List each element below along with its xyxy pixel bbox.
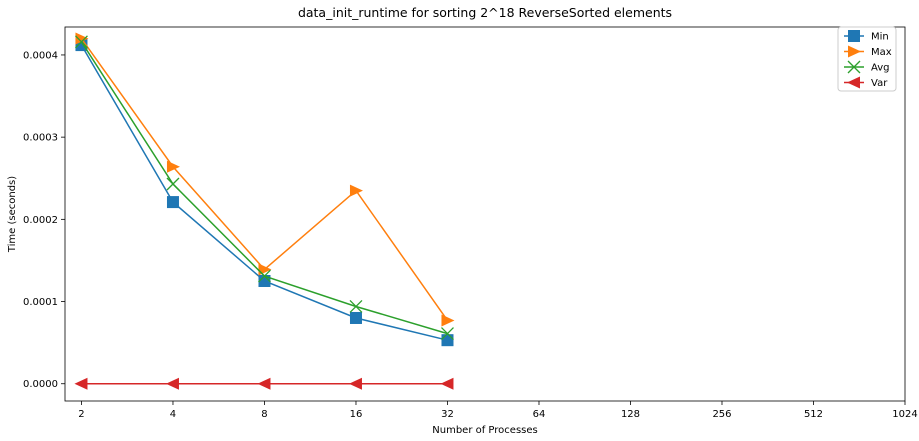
- data-point: [75, 35, 88, 49]
- x-tick-label: 64: [533, 409, 546, 420]
- data-point: [440, 377, 454, 390]
- legend-marker: [848, 45, 861, 58]
- data-point: [258, 274, 271, 287]
- x-tick-label: 512: [804, 409, 823, 420]
- x-axis-label: Number of Processes: [432, 425, 537, 436]
- y-axis-label: Time (seconds): [7, 176, 18, 253]
- series-max: [75, 32, 455, 327]
- data-point: [166, 160, 180, 173]
- chart-title: data_init_runtime for sorting 2^18 Rever…: [298, 5, 672, 20]
- series-var: [74, 377, 454, 390]
- data-point: [348, 377, 362, 390]
- legend-label: Max: [871, 47, 892, 58]
- legend-box: [837, 26, 897, 92]
- data-point: [257, 377, 271, 390]
- data-point: [258, 269, 271, 283]
- data-point: [441, 327, 454, 341]
- data-point: [75, 32, 89, 45]
- data-point: [165, 377, 179, 390]
- legend-label: Avg: [871, 63, 890, 74]
- series-min: [75, 39, 454, 347]
- y-tick-label: 0.0004: [23, 50, 58, 61]
- x-tick-label: 16: [350, 409, 363, 420]
- y-tick-label: 0.0000: [23, 379, 58, 390]
- series-line: [80, 44, 448, 341]
- x-tick-label: 128: [621, 409, 640, 420]
- series-avg: [75, 35, 454, 341]
- x-tick-label: 4: [170, 409, 176, 420]
- legend-marker: [847, 60, 861, 74]
- data-point: [349, 184, 363, 197]
- legend-item-max: Max: [844, 45, 892, 58]
- series-layer: [74, 32, 455, 390]
- legend: Min Max Avg Var: [837, 26, 897, 92]
- x-tick-label: 2: [78, 409, 84, 420]
- data-point: [166, 196, 179, 209]
- legend-marker: [848, 30, 860, 42]
- data-point: [349, 311, 362, 324]
- x-axis: 2 4 8 16 32 64 128 256 512 1024: [78, 401, 918, 420]
- y-tick-label: 0.0002: [23, 215, 58, 226]
- x-tick-label: 32: [441, 409, 454, 420]
- legend-item-min: Min: [844, 30, 889, 43]
- x-tick-label: 256: [712, 409, 731, 420]
- y-tick-label: 0.0003: [23, 133, 58, 144]
- series-line: [80, 41, 448, 335]
- legend-label: Min: [871, 32, 889, 43]
- data-point: [166, 177, 180, 191]
- legend-item-avg: Avg: [844, 60, 890, 74]
- x-tick-label: 8: [261, 409, 267, 420]
- data-point: [441, 334, 454, 347]
- data-point: [441, 314, 455, 327]
- x-tick-label: 1024: [892, 409, 917, 420]
- y-tick-label: 0.0001: [23, 297, 58, 308]
- legend-item-var: Var: [844, 76, 888, 89]
- legend-label: Var: [871, 78, 888, 89]
- plot-area: [64, 26, 906, 402]
- y-axis: 0.0000 0.0001 0.0002 0.0003 0.0004: [23, 50, 65, 390]
- legend-marker: [847, 76, 860, 89]
- data-point: [349, 300, 363, 313]
- data-point: [74, 377, 88, 390]
